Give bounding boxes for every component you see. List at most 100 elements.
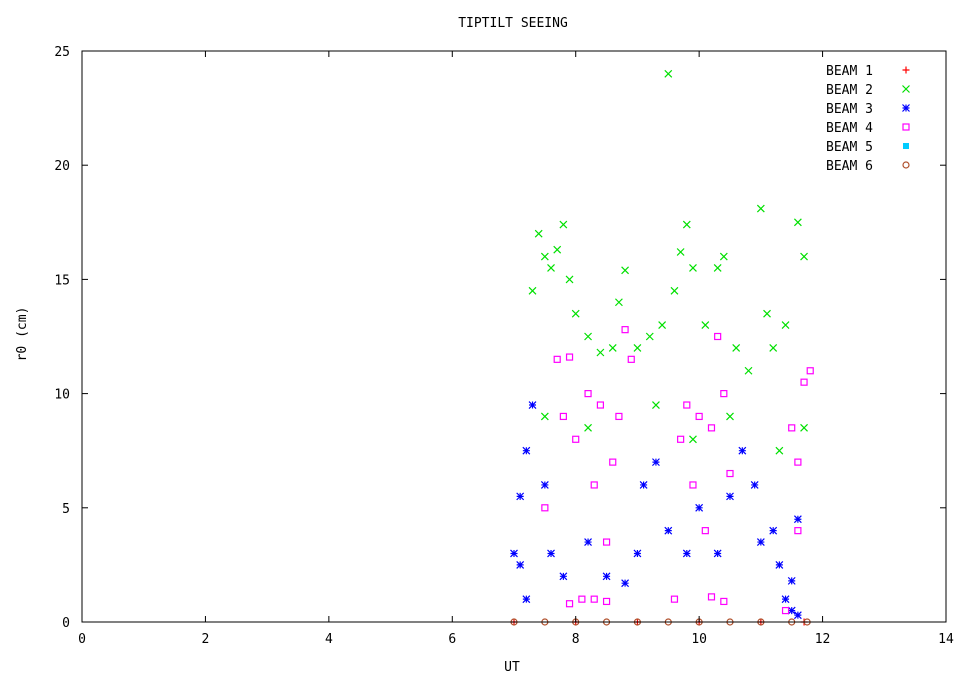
legend-label: BEAM 6 [826,159,873,174]
data-point [516,560,525,569]
data-point [707,424,716,432]
data-point [584,538,592,546]
data-point [559,572,568,581]
data-point [775,560,784,569]
data-point [565,275,574,284]
plot-marks [510,69,814,626]
data-point [787,606,796,615]
legend-marker [902,123,910,131]
x-tick-label: 4 [325,632,333,647]
plot-frame [81,50,947,623]
data-point [528,401,537,409]
data-point [732,343,741,352]
x-tick-label: 12 [815,632,831,647]
x-tick-label: 2 [202,632,210,647]
data-point [510,549,518,558]
data-point [633,343,642,352]
data-point [553,355,561,363]
data-point [547,549,555,558]
data-point [608,343,617,352]
data-point [621,266,630,275]
x-tick-label: 14 [938,632,954,647]
data-point [769,526,778,535]
data-point [793,611,802,620]
data-point [540,252,549,261]
data-point [522,446,531,455]
data-point [713,549,722,558]
data-point [701,527,709,535]
data-point [590,595,598,603]
data-point [677,435,685,443]
data-point [787,576,796,585]
data-point [726,492,734,501]
legend-label: BEAM 3 [826,102,873,117]
legend-marker [902,104,910,112]
data-point [744,366,753,375]
x-tick-label: 10 [691,632,707,647]
series-beam-3 [510,401,802,620]
data-point [720,390,728,398]
data-point [565,600,574,608]
data-point [664,526,673,535]
y-axis: 0 5 10 15 20 25 [54,45,946,631]
data-point [713,264,722,272]
data-point [559,220,568,229]
y-tick-label: 5 [62,502,70,517]
legend-marker [903,143,909,149]
data-point [540,481,549,489]
data-point [639,481,648,489]
data-point [800,423,808,432]
data-point [609,458,617,466]
data-point [528,286,537,295]
data-point [559,412,567,421]
legend-label: BEAM 5 [826,140,873,155]
data-point [522,595,531,604]
y-tick-label: 15 [54,273,70,288]
data-point [664,69,673,78]
x-tick-label: 8 [572,632,580,647]
data-point [516,492,525,501]
data-point [707,593,716,601]
data-point [793,515,802,524]
data-point [695,503,704,512]
data-point [621,326,629,334]
data-point [621,579,630,588]
data-point [781,321,790,330]
x-tick-label: 6 [448,632,456,647]
data-point [689,264,697,272]
data-point [541,504,549,512]
data-point [689,481,697,489]
data-point [553,245,562,254]
series-beam-4 [541,326,814,615]
data-point [633,549,642,558]
data-point [584,390,592,398]
legend: BEAM 1 BEAM 2 BEAM 3 BEAM 4 BEAM 5 BEAM 6 [826,64,910,174]
data-point [769,343,778,352]
legend-marker [902,161,910,169]
data-point [682,549,691,558]
data-point [670,595,679,603]
series-beam-2 [528,69,808,455]
data-point [596,401,605,409]
y-tick-label: 0 [62,616,70,631]
data-point [695,412,703,421]
data-point [794,527,802,535]
data-point [534,229,543,238]
legend-label: BEAM 4 [826,121,873,136]
data-point [676,248,685,256]
data-point [590,481,598,489]
data-point [615,412,623,421]
data-point [584,332,592,341]
legend-label: BEAM 2 [826,83,873,98]
data-point [571,309,580,318]
data-point [627,355,635,363]
data-point [565,353,574,361]
data-point [701,321,710,330]
data-point [794,458,802,466]
data-point [540,412,549,421]
data-point [578,595,586,603]
data-point [720,597,728,606]
legend-marker [902,66,910,74]
data-point [572,435,580,443]
data-point [652,458,660,467]
